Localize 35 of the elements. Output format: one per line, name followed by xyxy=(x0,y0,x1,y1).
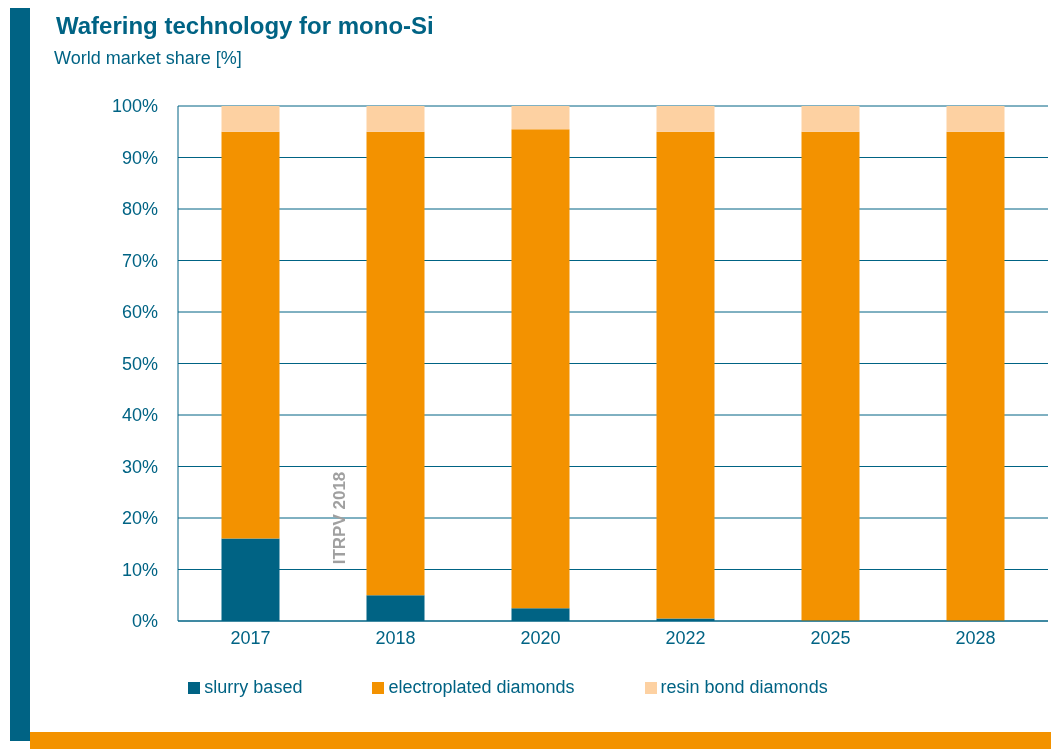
x-tick-label: 2020 xyxy=(520,627,561,648)
x-tick-label: 2017 xyxy=(230,627,271,648)
x-tick-label: 2025 xyxy=(810,627,851,648)
chart-title: Wafering technology for mono-Si xyxy=(56,12,434,40)
y-tick-label: 20% xyxy=(121,508,158,529)
bar xyxy=(366,106,425,132)
bar xyxy=(656,106,715,132)
y-tick-label: 50% xyxy=(121,353,158,374)
bar xyxy=(511,106,570,130)
x-tick-label: 2028 xyxy=(955,627,996,648)
y-tick-label: 10% xyxy=(121,559,158,580)
legend-label: electroplated diamonds xyxy=(388,677,575,697)
y-tick-label: 100% xyxy=(111,96,158,117)
legend-label: slurry based xyxy=(204,677,303,697)
y-tick-label: 80% xyxy=(121,199,158,220)
bar xyxy=(801,131,860,621)
y-tick-label: 60% xyxy=(121,302,158,323)
y-tick-label: 0% xyxy=(131,611,158,632)
bar xyxy=(221,106,280,132)
y-tick-label: 30% xyxy=(121,456,158,477)
x-tick-label: 2018 xyxy=(375,627,416,648)
annotation: ITRPV 2018 xyxy=(330,470,350,567)
x-tick-label: 2022 xyxy=(665,627,706,648)
chart-subtitle: World market share [%] xyxy=(54,48,242,69)
bar xyxy=(946,131,1005,621)
y-tick-label: 40% xyxy=(121,405,158,426)
legend-label: resin bond diamonds xyxy=(660,677,828,697)
bar xyxy=(946,106,1005,132)
bar xyxy=(221,131,280,539)
bar xyxy=(801,106,860,132)
y-tick-label: 70% xyxy=(121,250,158,271)
y-tick-label: 90% xyxy=(121,147,158,168)
bar xyxy=(511,129,570,609)
bar xyxy=(656,131,715,619)
bar xyxy=(366,131,425,596)
